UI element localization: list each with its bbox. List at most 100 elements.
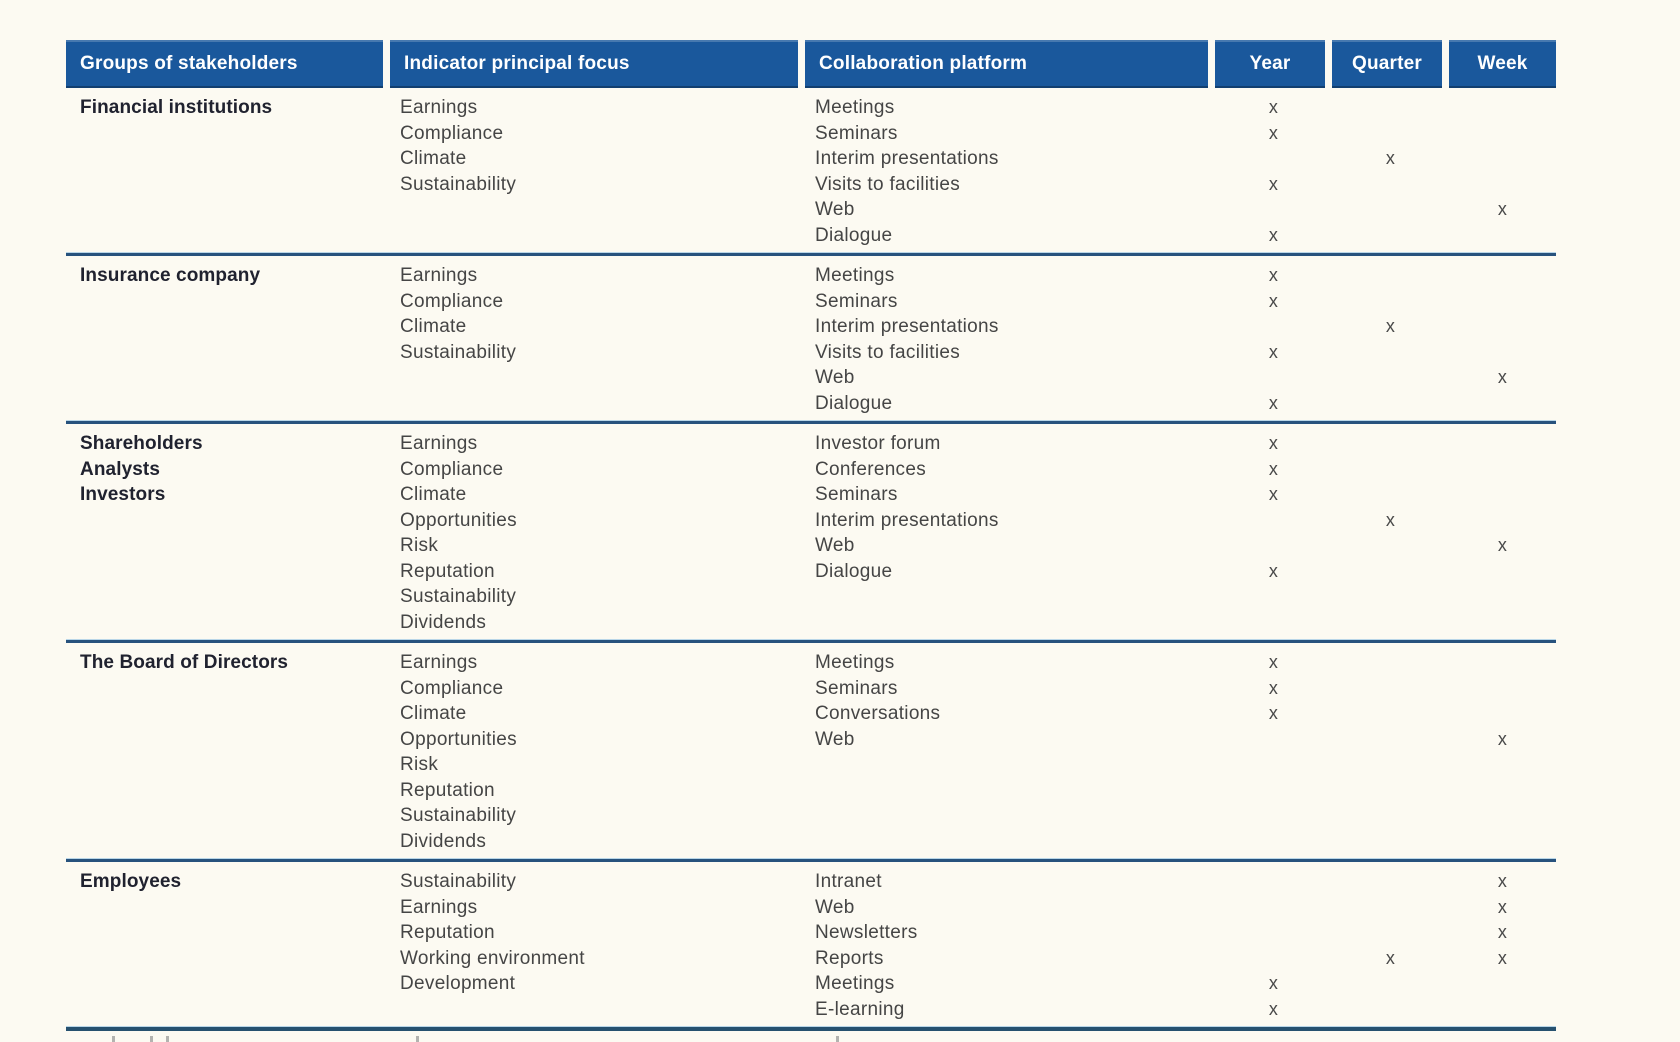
focus-item: Risk — [400, 754, 439, 775]
week-mark: x — [1497, 728, 1508, 749]
quarter-mark — [1332, 533, 1449, 559]
stakeholder-name: Employees — [80, 871, 182, 892]
focus-item: Compliance — [400, 290, 504, 312]
week-mark — [1449, 508, 1556, 534]
cutoff-text-fragment — [836, 1036, 839, 1042]
year-mark: x — [1268, 458, 1279, 479]
quarter-mark — [1332, 676, 1449, 702]
group-separator-line — [66, 420, 1556, 424]
quarter-mark: x — [1385, 316, 1396, 336]
column-header-year: Year — [1215, 40, 1332, 88]
focus-item: Reputation — [400, 922, 495, 943]
platform-item: Investor forum — [815, 433, 941, 454]
year-mark: x — [1268, 173, 1279, 194]
quarter-mark — [1332, 263, 1449, 289]
stakeholder-group-cell: The Board of Directors — [66, 650, 390, 854]
focus-item: Dividends — [400, 611, 487, 633]
quarter-mark — [1332, 223, 1449, 249]
quarter-mark — [1332, 650, 1449, 676]
platform-item: Seminars — [815, 677, 898, 699]
year-mark: x — [1268, 341, 1279, 362]
week-mark — [1449, 340, 1556, 366]
focus-item: Sustainability — [400, 173, 517, 195]
year-mark — [1215, 146, 1332, 172]
cutoff-text-fragment — [416, 1036, 419, 1042]
platform-item: Dialogue — [815, 224, 893, 246]
focus-item: Development — [400, 973, 516, 994]
stakeholder-name: Shareholders — [80, 433, 203, 454]
indicator-focus-cell: Earnings Compliance Climate Sustainability — [390, 263, 805, 416]
quarter-mark — [1332, 482, 1449, 508]
quarter-mark: x — [1385, 148, 1396, 168]
week-mark — [1449, 701, 1556, 727]
focus-item: Opportunities — [400, 509, 517, 531]
table-header-row: Groups of stakeholders Indicator princip… — [66, 40, 1556, 88]
week-mark — [1449, 997, 1556, 1023]
platform-item: E-learning — [815, 998, 905, 1020]
quarter-mark — [1332, 457, 1449, 483]
year-mark: x — [1268, 484, 1279, 504]
stakeholder-group-cell: Insurance company — [66, 263, 390, 416]
year-mark: x — [1268, 703, 1279, 723]
column-header-quarter: Quarter — [1332, 40, 1449, 88]
quarter-mark — [1332, 391, 1449, 417]
week-mark — [1449, 482, 1556, 508]
year-mark: x — [1268, 97, 1279, 117]
quarter-marks-cell: x — [1332, 263, 1449, 416]
week-mark — [1449, 559, 1556, 585]
platform-item: Interim presentations — [815, 148, 999, 169]
week-marks-cell: x — [1449, 431, 1556, 635]
year-mark — [1215, 727, 1332, 753]
week-mark — [1449, 223, 1556, 249]
year-mark: x — [1268, 122, 1279, 143]
year-mark — [1215, 946, 1332, 972]
week-mark: x — [1497, 367, 1508, 387]
platform-item: Interim presentations — [815, 509, 999, 531]
year-mark: x — [1268, 265, 1279, 285]
stakeholder-group-cell: Employees — [66, 869, 390, 1022]
quarter-mark — [1332, 869, 1449, 895]
year-mark: x — [1268, 652, 1279, 672]
year-mark — [1215, 365, 1332, 391]
focus-item: Working environment — [400, 947, 585, 969]
platform-item: Web — [815, 728, 855, 750]
quarter-mark — [1332, 895, 1449, 921]
week-mark — [1449, 391, 1556, 417]
week-mark — [1449, 263, 1556, 289]
quarter-mark — [1332, 431, 1449, 457]
platform-item: Web — [815, 199, 855, 220]
week-mark — [1449, 121, 1556, 147]
focus-item: Climate — [400, 484, 467, 505]
focus-item: Sustainability — [400, 871, 517, 892]
week-mark — [1449, 289, 1556, 315]
year-mark — [1215, 895, 1332, 921]
week-mark — [1449, 457, 1556, 483]
year-mark: x — [1268, 392, 1279, 413]
focus-item: Compliance — [400, 458, 504, 480]
table-bottom-rule — [66, 1026, 1556, 1031]
stakeholder-group-row: Financial institutions Earnings Compliance… — [66, 88, 1556, 252]
week-mark: x — [1497, 896, 1508, 917]
quarter-mark — [1332, 172, 1449, 198]
platform-item: Meetings — [815, 97, 895, 118]
week-marks-cell: x — [1449, 650, 1556, 854]
week-marks-cell: x — [1449, 263, 1556, 416]
collaboration-platform-cell: Investor forum Conferences Seminars Interim… — [805, 431, 1215, 635]
stakeholder-name: The Board of Directors — [80, 652, 289, 673]
indicator-focus-cell: Sustainability Earnings Reputation Working … — [390, 869, 805, 1022]
focus-item: Earnings — [400, 433, 478, 454]
quarter-mark — [1332, 121, 1449, 147]
indicator-focus-cell: Earnings Compliance Climate Sustainability — [390, 95, 805, 248]
focus-item: Reputation — [400, 560, 495, 582]
year-mark: x — [1268, 973, 1279, 993]
collaboration-platform-cell: Meetings Seminars Interim presentations Vis… — [805, 263, 1215, 416]
platform-item: Conversations — [815, 703, 941, 724]
week-mark: x — [1497, 199, 1508, 219]
quarter-marks-cell — [1332, 650, 1449, 854]
quarter-mark — [1332, 289, 1449, 315]
platform-item: Conferences — [815, 458, 927, 480]
focus-item: Climate — [400, 703, 467, 724]
year-mark: x — [1268, 224, 1279, 245]
